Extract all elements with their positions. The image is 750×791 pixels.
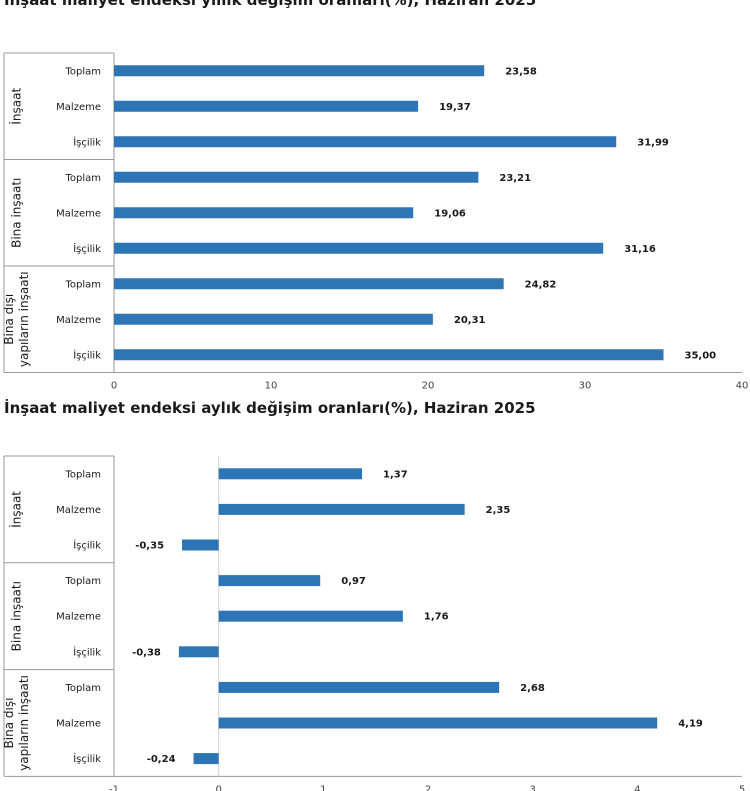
data-label: 19,37 [439,102,471,113]
group-label: Bina inşaatı [10,178,24,248]
bar [114,100,419,112]
bar [193,753,219,765]
row-label: Malzeme [56,719,101,730]
row-label: Malzeme [56,315,101,326]
group-label: Bina dışı [2,698,16,749]
bar [114,278,504,290]
group-label: yapıların inşaatı [17,271,31,367]
bar [114,136,617,148]
data-label: 23,21 [499,173,531,184]
data-label: 31,16 [624,244,656,255]
row-label: Toplam [64,66,101,77]
row-label: Toplam [64,576,101,587]
group-label: İnşaat [9,88,24,125]
x-tick-label: 0 [111,381,117,392]
row-label: Toplam [64,279,101,290]
row-label: Toplam [64,469,101,480]
data-label: 2,68 [520,683,545,694]
bar [218,575,321,587]
row-label: İşçilik [73,539,101,552]
monthly-change-chart: İnşaat Toplam 1,37 Malzeme 2,35 İşçilik -0,35 B… [2,455,745,791]
data-label: 35,00 [685,350,717,361]
x-tick-label: 20 [422,381,435,392]
x-tick-label: 0 [215,784,221,791]
x-tick-label: 10 [265,381,278,392]
bar [218,468,363,480]
bar [178,646,219,658]
bar [218,717,658,729]
group-label: Bina inşaatı [10,581,24,651]
row-label: İşçilik [73,752,101,765]
bar [114,313,433,325]
data-label: 1,37 [383,469,408,480]
data-label: 23,58 [505,66,537,77]
x-tick-label: 30 [579,381,592,392]
chart-title-yearly: İnşaat maliyet endeksi yıllık değişim or… [4,0,537,9]
row-label: İşçilik [73,645,101,658]
data-label: 0,97 [341,576,366,587]
bar [218,503,465,515]
row-label: İşçilik [73,242,101,255]
row-label: Toplam [64,683,101,694]
group-label: İnşaat [9,491,24,528]
data-label: -0,35 [135,541,164,552]
row-label: İşçilik [73,348,101,361]
bar [114,65,485,77]
x-tick-label: 2 [425,784,431,791]
chart-title-monthly: İnşaat maliyet endeksi aylık değişim ora… [4,399,536,417]
bar [218,610,403,622]
x-tick-label: 5 [739,784,745,791]
bar [218,681,500,693]
row-label: Malzeme [56,208,101,219]
data-label: 2,35 [486,505,511,516]
x-tick-label: 40 [736,381,749,392]
data-label: 24,82 [525,279,557,290]
bar [114,349,664,361]
x-tick-label: 4 [634,784,640,791]
data-label: 19,06 [434,208,466,219]
data-label: 20,31 [454,315,486,326]
bar [114,207,414,219]
x-tick-label: -1 [109,784,119,791]
data-label: -0,24 [147,754,176,765]
bar [114,171,479,183]
group-label: yapıların inşaatı [17,675,31,771]
row-label: Malzeme [56,612,101,623]
row-label: Malzeme [56,102,101,113]
data-label: 4,19 [678,719,703,730]
bar [114,242,604,254]
row-label: Toplam [64,173,101,184]
x-tick-label: 3 [529,784,535,791]
row-label: İşçilik [73,135,101,148]
data-label: 1,76 [424,612,449,623]
row-label: Malzeme [56,505,101,516]
data-label: -0,38 [132,647,161,658]
group-label: Bina dışı [2,294,16,345]
bar [182,539,219,551]
yearly-change-chart: İnşaat Toplam 23,58 Malzeme 19,37 İşçilik 31,9… [2,52,749,392]
x-tick-label: 1 [320,784,326,791]
data-label: 31,99 [637,137,669,148]
